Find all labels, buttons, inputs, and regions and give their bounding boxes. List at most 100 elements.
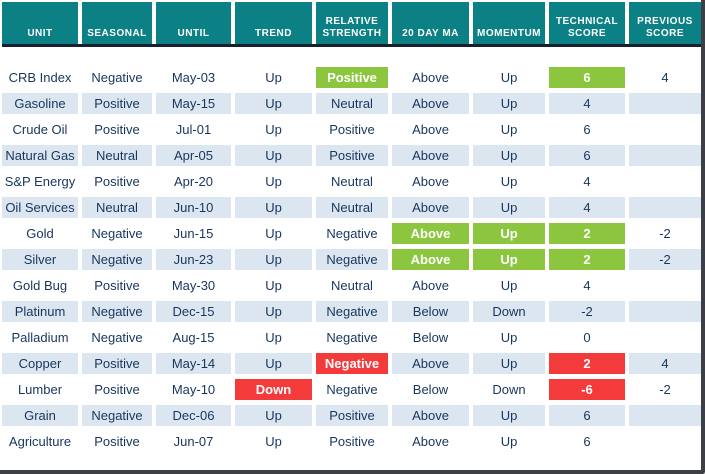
table-cell: Aug-15 [156, 327, 231, 348]
table-cell: Neutral [316, 171, 388, 192]
table-cell: Crude Oil [2, 119, 78, 140]
table-cell: Up [473, 197, 545, 218]
table-cell: Up [473, 171, 545, 192]
table-cell: -6 [549, 379, 625, 400]
table-cell: Dec-15 [156, 301, 231, 322]
table-cell: Down [473, 301, 545, 322]
table-cell: Positive [82, 93, 152, 114]
table-cell: 6 [549, 67, 625, 88]
table-cell: Neutral [82, 197, 152, 218]
table-cell [629, 275, 701, 296]
column-header-1: UNIT [2, 2, 78, 44]
table-cell: Positive [82, 431, 152, 452]
table-cell: Negative [316, 249, 388, 270]
table-cell [629, 431, 701, 452]
table-cell: Positive [82, 171, 152, 192]
table-cell: -2 [629, 223, 701, 244]
table-cell: 2 [549, 249, 625, 270]
table-cell: Negative [82, 67, 152, 88]
table-cell: Up [473, 119, 545, 140]
table-cell: CRB Index [2, 67, 78, 88]
table-cell: Up [473, 405, 545, 426]
table-cell: Up [235, 145, 312, 166]
table-cell: Below [392, 327, 469, 348]
table-cell: Up [473, 67, 545, 88]
column-header-6: 20 DAY MA [392, 2, 469, 44]
table-cell: Above [392, 67, 469, 88]
table-cell: Above [392, 249, 469, 270]
table-cell: 2 [549, 223, 625, 244]
header-row: UNIT SEASONAL UNTIL TREND RELATIVE STRENGTH 2… [2, 2, 701, 44]
column-header-5: RELATIVE STRENGTH [316, 2, 388, 44]
table-cell: Up [473, 275, 545, 296]
table-cell: Up [235, 171, 312, 192]
table-cell: Above [392, 431, 469, 452]
table-cell: 4 [629, 67, 701, 88]
table-cell: 2 [549, 353, 625, 374]
table-cell: Neutral [316, 197, 388, 218]
table-cell: Grain [2, 405, 78, 426]
table-cell: Gasoline [2, 93, 78, 114]
table-cell [629, 93, 701, 114]
table-cell: May-14 [156, 353, 231, 374]
table-cell: -2 [549, 301, 625, 322]
table-cell: Agriculture [2, 431, 78, 452]
table-cell: Positive [82, 379, 152, 400]
table-cell: Above [392, 197, 469, 218]
table-cell: Up [235, 93, 312, 114]
table-cell: Down [473, 379, 545, 400]
table-cell [629, 171, 701, 192]
table-cell: Gold Bug [2, 275, 78, 296]
table-cell: Neutral [316, 275, 388, 296]
table-cell [629, 327, 701, 348]
table-cell: Jun-23 [156, 249, 231, 270]
table-cell: Neutral [82, 145, 152, 166]
table-cell: Up [235, 249, 312, 270]
table-cell: Negative [316, 327, 388, 348]
table-cell: Positive [82, 353, 152, 374]
table-cell [629, 145, 701, 166]
table-cell: Apr-05 [156, 145, 231, 166]
table-cell: Platinum [2, 301, 78, 322]
table-cell: Dec-06 [156, 405, 231, 426]
table-body: CRB Index Negative May-03 Up Positive Above Up… [2, 67, 701, 452]
table-cell: Up [235, 353, 312, 374]
table-cell: 4 [549, 197, 625, 218]
table-cell: Negative [316, 353, 388, 374]
table-cell [629, 405, 701, 426]
column-header-4: TREND [235, 2, 312, 44]
table-cell: 6 [549, 431, 625, 452]
table-cell: Positive [316, 145, 388, 166]
column-header-9: PREVIOUS SCORE [629, 2, 701, 44]
table-cell: Silver [2, 249, 78, 270]
table-cell: Positive [82, 119, 152, 140]
table-cell: Above [392, 275, 469, 296]
table-cell: Jun-10 [156, 197, 231, 218]
table-cell: Negative [82, 405, 152, 426]
table-cell: Jul-01 [156, 119, 231, 140]
table-cell: Negative [316, 223, 388, 244]
table-cell: Up [473, 327, 545, 348]
table-cell: Neutral [316, 93, 388, 114]
table-cell: S&P Energy [2, 171, 78, 192]
table-cell [629, 197, 701, 218]
table-cell: Up [235, 301, 312, 322]
table-cell: Up [235, 275, 312, 296]
table-cell: 6 [549, 145, 625, 166]
table-cell: 4 [549, 171, 625, 192]
table-cell: Oil Services [2, 197, 78, 218]
table-cell: Up [235, 67, 312, 88]
header-divider [2, 44, 701, 47]
table-cell: Palladium [2, 327, 78, 348]
table-cell: Above [392, 145, 469, 166]
table-cell: Up [235, 431, 312, 452]
table-cell: May-15 [156, 93, 231, 114]
table-cell: Copper [2, 353, 78, 374]
table-cell: Positive [82, 275, 152, 296]
table-cell: Negative [82, 301, 152, 322]
table-cell: Positive [316, 405, 388, 426]
table-cell: Up [473, 431, 545, 452]
table-cell: 4 [549, 93, 625, 114]
table-cell: Down [235, 379, 312, 400]
